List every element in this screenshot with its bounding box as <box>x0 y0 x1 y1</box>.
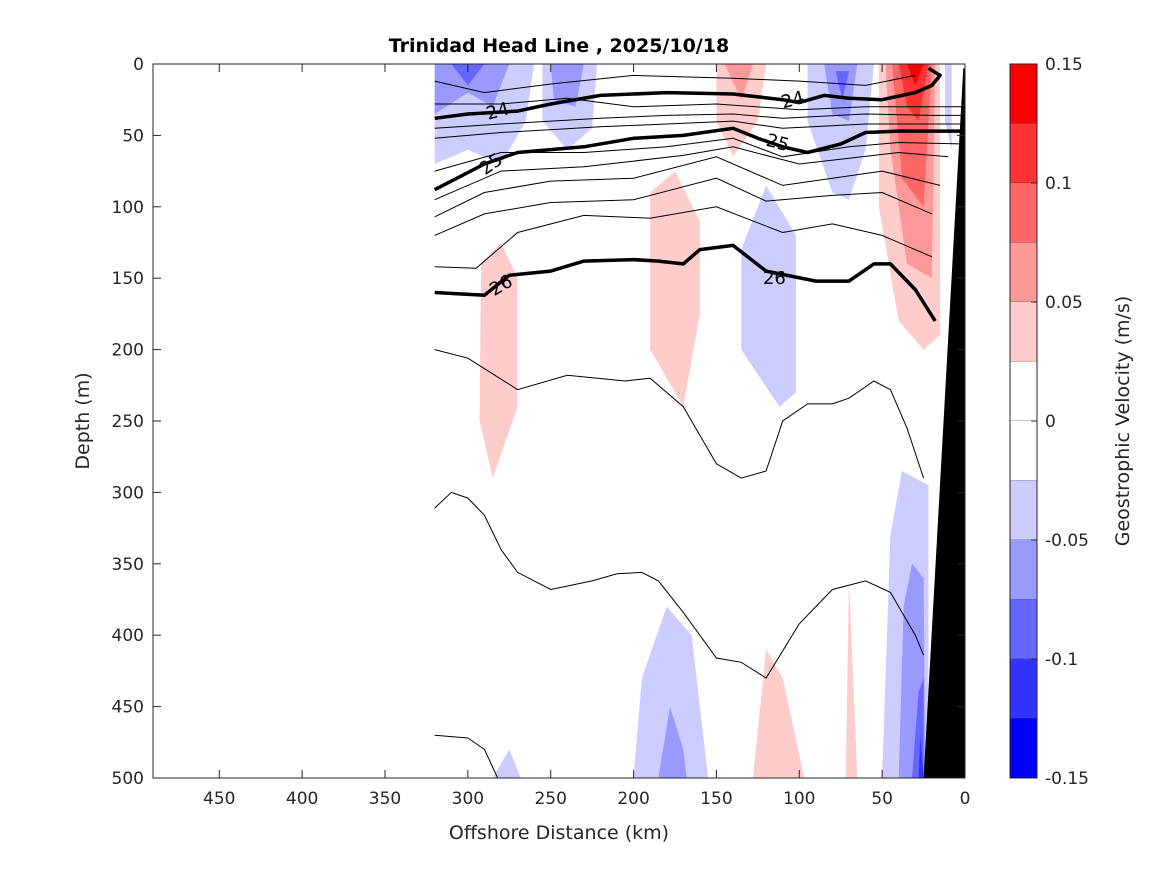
colorbar-band <box>1010 480 1037 540</box>
velocity-region <box>752 649 805 778</box>
velocity-region <box>550 64 584 107</box>
velocity-region <box>907 64 924 86</box>
velocity-region <box>650 171 700 407</box>
velocity-region <box>918 735 924 778</box>
x-tick-label: 200 <box>617 789 649 809</box>
colorbar-tick-label: 0 <box>1045 412 1056 432</box>
density-contour-thin <box>434 491 925 679</box>
colorbar-tick-label: 0.15 <box>1045 55 1083 75</box>
x-tick-label: 100 <box>783 789 815 809</box>
colorbar-band <box>1010 242 1037 302</box>
x-tick-label: 450 <box>203 789 235 809</box>
x-tick-label: 50 <box>871 789 893 809</box>
colorbar-band <box>1010 718 1037 778</box>
density-contour-thin <box>434 113 965 129</box>
chart-title: Trinidad Head Line , 2025/10/18 <box>389 35 729 57</box>
x-axis-label: Offshore Distance (km) <box>449 822 669 844</box>
y-tick-label: 100 <box>112 198 144 218</box>
density-contour-thin <box>434 177 933 236</box>
x-tick-label: 250 <box>534 789 566 809</box>
density-contour-thin <box>434 734 499 779</box>
colorbar-band <box>1010 659 1037 719</box>
velocity-region <box>492 749 521 778</box>
y-tick-label: 400 <box>112 626 144 646</box>
y-tick-label: 150 <box>112 269 144 289</box>
y-tick-label: 300 <box>112 483 144 503</box>
y-tick-label: 50 <box>122 126 144 146</box>
velocity-region <box>741 185 796 407</box>
density-contour-thin <box>434 74 916 94</box>
x-tick-label: 0 <box>960 789 971 809</box>
velocity-region <box>835 71 849 100</box>
y-tick-label: 200 <box>112 341 144 361</box>
density-contour-thin <box>434 120 965 139</box>
y-axis-label: Depth (m) <box>72 372 94 469</box>
y-tick-label: 0 <box>133 55 144 75</box>
y-tick-label: 500 <box>112 769 144 789</box>
bathymetry-seafloor <box>923 68 965 779</box>
colorbar: 0.15 0.1 0.05 0 -0.05 -0.1 -0.15 <box>1009 55 1089 789</box>
colorbar-band <box>1010 361 1037 421</box>
x-tick-label: 300 <box>452 789 484 809</box>
x-tick-label: 350 <box>369 789 401 809</box>
velocity-region <box>479 242 518 479</box>
colorbar-tick-label: 0.05 <box>1045 293 1083 313</box>
velocity-region <box>824 64 858 122</box>
density-contour-thin <box>434 146 949 201</box>
colorbar-label: Geostrophic Velocity (m/s) <box>1112 296 1134 546</box>
colorbar-band <box>1010 599 1037 659</box>
y-tick-label: 350 <box>112 555 144 575</box>
colorbar-band <box>1010 302 1037 362</box>
velocity-region <box>724 64 753 100</box>
velocity-region <box>845 578 858 778</box>
velocity-region <box>658 706 687 778</box>
velocity-region <box>633 606 709 778</box>
y-tick-label: 250 <box>112 412 144 432</box>
colorbar-tick-label: -0.05 <box>1045 531 1089 551</box>
colorbar-band <box>1010 183 1037 243</box>
x-tick-label: 400 <box>286 789 318 809</box>
velocity-region <box>451 64 485 86</box>
density-contour-thin <box>434 156 941 218</box>
velocity-region <box>434 64 510 114</box>
density-contour-26 <box>434 243 937 322</box>
colorbar-band <box>1010 540 1037 600</box>
density-contour-25 <box>433 126 965 192</box>
velocity-region <box>716 64 767 157</box>
colorbar-tick-label: 0.1 <box>1045 174 1072 194</box>
colorbar-band <box>1010 421 1037 481</box>
colorbar-tick-label: -0.15 <box>1045 769 1089 789</box>
density-contour-thin <box>434 97 965 111</box>
colorbar-band <box>1010 64 1037 124</box>
colorbar-band <box>1010 123 1037 183</box>
density-contour-thin <box>434 349 925 479</box>
colorbar-tick-label: -0.1 <box>1045 650 1078 670</box>
y-tick-label: 450 <box>112 698 144 718</box>
x-tick-label: 150 <box>700 789 732 809</box>
density-contour-thin <box>434 206 933 269</box>
density-contour-24 <box>434 66 942 121</box>
contour-label: 26 <box>763 268 786 289</box>
